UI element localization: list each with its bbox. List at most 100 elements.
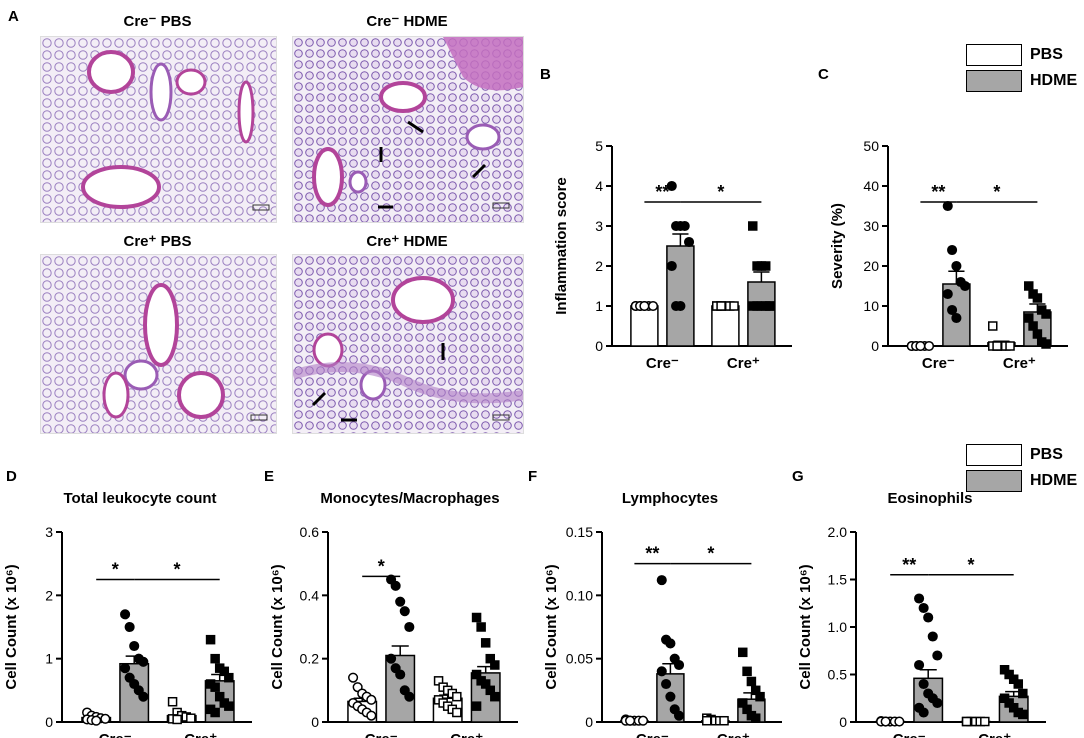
- significance-label: *: [173, 560, 180, 580]
- significance-label: *: [378, 556, 385, 576]
- data-point: [473, 614, 481, 622]
- panel-label-e: E: [264, 468, 274, 485]
- y-tick-label: 3: [45, 524, 53, 540]
- y-axis-label: Cell Count (x 10⁶): [543, 564, 560, 689]
- y-tick-label: 0.5: [828, 667, 848, 683]
- legend-swatch-hdme: [966, 470, 1022, 492]
- data-point: [1033, 330, 1041, 338]
- panel-label-a: A: [8, 8, 19, 25]
- significance-label: *: [967, 555, 974, 575]
- data-point: [685, 238, 694, 247]
- legend-label-hdme: HDME: [1030, 472, 1077, 490]
- data-point: [989, 322, 997, 330]
- y-tick-label: 0: [311, 714, 319, 730]
- x-tick-label: Cre⁻: [99, 731, 132, 738]
- data-point: [1019, 710, 1027, 718]
- histology-image-cre-plus-pbs: [40, 254, 277, 434]
- legend-swatch-hdme: [966, 70, 1022, 92]
- data-point: [981, 718, 989, 726]
- y-axis-label: Cell Count (x 10⁶): [797, 564, 814, 689]
- x-tick-label: Cre⁺: [450, 731, 483, 738]
- x-tick-label: Cre⁻: [893, 731, 926, 738]
- data-point: [928, 632, 937, 641]
- data-point: [752, 714, 760, 722]
- data-point: [225, 702, 233, 710]
- x-tick-label: Cre⁺: [717, 731, 750, 738]
- y-tick-label: 3: [595, 218, 603, 234]
- data-point: [1025, 282, 1033, 290]
- data-point: [717, 302, 725, 310]
- y-tick-label: 0: [839, 714, 847, 730]
- y-tick-label: 2: [595, 258, 603, 274]
- legend-swatch-pbs: [966, 44, 1022, 66]
- data-point: [881, 717, 890, 726]
- legend-bottom: PBS HDME: [966, 442, 1077, 494]
- data-point: [730, 302, 738, 310]
- data-point: [666, 692, 675, 701]
- data-point: [676, 302, 685, 311]
- data-point: [211, 709, 219, 717]
- y-tick-label: 50: [863, 138, 879, 154]
- significance-label: *: [112, 560, 119, 580]
- data-point: [943, 290, 952, 299]
- panel-label-c: C: [818, 66, 829, 83]
- y-tick-label: 0: [871, 338, 879, 354]
- y-tick-label: 0.10: [566, 587, 593, 603]
- legend-item-hdme: HDME: [966, 68, 1077, 94]
- data-point: [640, 302, 649, 311]
- data-point: [173, 715, 181, 723]
- x-tick-label: Cre⁻: [922, 355, 955, 372]
- data-point: [703, 717, 711, 725]
- data-point: [169, 698, 177, 706]
- data-point: [1006, 342, 1014, 350]
- data-point: [1029, 322, 1037, 330]
- legend-swatch-pbs: [966, 444, 1022, 466]
- data-point: [139, 692, 148, 701]
- data-point: [405, 692, 414, 701]
- data-point: [130, 642, 139, 651]
- chart-title-g: Eosinophils: [820, 490, 1040, 507]
- y-tick-label: 0: [45, 714, 53, 730]
- data-point: [121, 664, 130, 673]
- data-point: [666, 639, 675, 648]
- y-tick-label: 40: [863, 178, 879, 194]
- x-tick-label: Cre⁺: [1003, 355, 1036, 372]
- data-point: [925, 342, 934, 351]
- data-point: [948, 246, 957, 255]
- data-point: [662, 680, 671, 689]
- histology-image-cre-plus-hdme: [292, 254, 524, 434]
- y-tick-label: 0: [585, 714, 593, 730]
- y-tick-label: 20: [863, 258, 879, 274]
- chart-title-e: Monocytes/Macrophages: [280, 490, 540, 507]
- panel-label-f: F: [528, 468, 537, 485]
- chart-title-f: Lymphocytes: [560, 490, 780, 507]
- data-point: [756, 693, 764, 701]
- y-axis-label: Severity (%): [829, 203, 846, 289]
- bar-cre-minus-hdme: [667, 246, 694, 346]
- legend-label-pbs: PBS: [1030, 446, 1063, 464]
- data-point: [225, 674, 233, 682]
- data-point: [491, 661, 499, 669]
- data-point: [211, 683, 219, 691]
- x-tick-label: Cre⁺: [184, 731, 217, 738]
- y-tick-label: 0.15: [566, 524, 593, 540]
- histology-title-cre-plus-hdme: Cre⁺ HDME: [292, 232, 522, 250]
- data-point: [749, 222, 757, 230]
- data-point: [626, 716, 635, 725]
- data-point: [482, 639, 490, 647]
- data-point: [1014, 680, 1022, 688]
- y-tick-label: 1: [595, 298, 603, 314]
- data-point: [139, 658, 148, 667]
- data-point: [396, 597, 405, 606]
- data-point: [1042, 310, 1050, 318]
- y-tick-label: 30: [863, 218, 879, 234]
- y-tick-label: 0: [595, 338, 603, 354]
